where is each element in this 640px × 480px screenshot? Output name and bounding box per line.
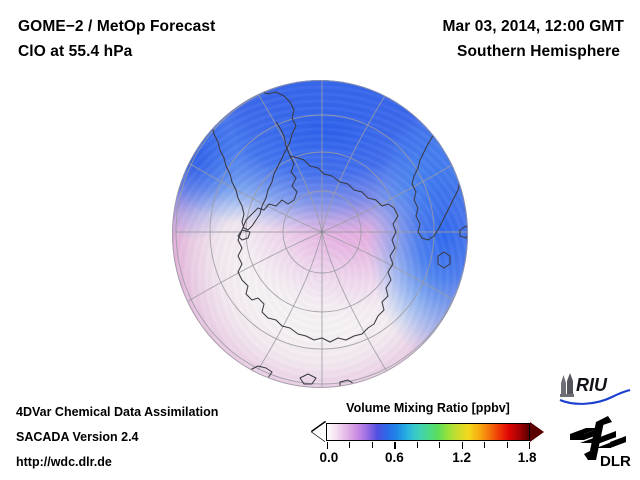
colorbar-major-tick-0	[327, 442, 329, 449]
colorbar-bar-row	[312, 422, 544, 442]
orthographic-globe	[172, 80, 468, 388]
colorbar-minor-tick-1.4	[484, 442, 486, 448]
coastline-south-america	[203, 89, 297, 231]
dlr-wing-icon	[570, 416, 626, 460]
colorbar-minor-tick-0.8	[416, 442, 418, 448]
coastline-southern-islands	[299, 373, 317, 385]
coastline-new-zealand	[459, 225, 467, 239]
model-version-label: SACADA Version 2.4	[16, 430, 139, 444]
colorbar-minor-tick-1.6	[506, 442, 508, 448]
website-url-label: http://wdc.dlr.de	[16, 455, 112, 469]
datetime-label: Mar 03, 2014, 12:00 GMT	[442, 18, 624, 35]
colorbar: Volume Mixing Ratio [ppbv] 0.0 0.6 1.2 1.8	[312, 400, 544, 470]
coastline-tierra-del-fuego	[237, 229, 251, 241]
instrument-title: GOME−2 / MetOp Forecast	[18, 18, 216, 35]
hemisphere-label: Southern Hemisphere	[457, 43, 620, 60]
coastline-antarctica	[237, 155, 399, 343]
colorbar-ticks	[327, 442, 531, 449]
colorbar-tick-label-1.2: 1.2	[452, 450, 472, 465]
header-left-block: GOME−2 / MetOp Forecast ClO at 55.4 hPa	[18, 14, 348, 64]
colorbar-gradient	[326, 423, 530, 441]
colorbar-minor-tick-0.4	[371, 442, 373, 448]
coastline-australia	[411, 129, 467, 241]
header-right-block: Mar 03, 2014, 12:00 GMT Southern Hemisph…	[324, 14, 624, 64]
dlr-logo-text: DLR	[600, 453, 631, 470]
map-panel	[170, 80, 470, 390]
colorbar-minor-tick-0.2	[349, 442, 351, 448]
colorbar-extend-min-arrow	[312, 422, 326, 442]
colorbar-tick-labels: 0.0 0.6 1.2 1.8	[319, 450, 536, 470]
colorbar-extend-max-arrow	[530, 422, 544, 442]
riu-logo-text: RIU	[576, 375, 608, 395]
globe-limb-shading	[172, 80, 468, 388]
colorbar-tick-label-1.8: 1.8	[517, 450, 537, 465]
assimilation-method-label: 4DVar Chemical Data Assimilation	[16, 405, 219, 419]
species-level-title: ClO at 55.4 hPa	[18, 43, 133, 60]
riu-logo: RIU	[559, 373, 631, 405]
colorbar-minor-tick-1	[439, 442, 441, 448]
riu-spires-icon	[560, 373, 574, 397]
concentration-field-blue-left-limb	[172, 80, 468, 388]
colorbar-major-tick-1.8	[529, 442, 531, 449]
riu-swoosh-icon	[559, 388, 631, 405]
colorbar-tick-label-0.0: 0.0	[319, 450, 339, 465]
south-pole-marker	[320, 230, 324, 234]
coastline-antarctic-peninsula	[275, 121, 291, 157]
colorbar-tick-label-0.6: 0.6	[384, 450, 404, 465]
graticule-meridians	[176, 81, 467, 387]
colorbar-major-tick-0.6	[394, 442, 396, 449]
map-vector-overlay	[175, 81, 467, 387]
coastline-tasmania	[437, 251, 451, 269]
dlr-logo: DLR	[570, 416, 631, 470]
coastlines	[203, 89, 467, 387]
contour-banding-texture	[172, 80, 468, 388]
colorbar-title: Volume Mixing Ratio [ppbv]	[346, 401, 510, 415]
colorbar-major-tick-1.2	[461, 442, 464, 449]
footer-left-block: 4DVar Chemical Data Assimilation SACADA …	[16, 400, 316, 475]
